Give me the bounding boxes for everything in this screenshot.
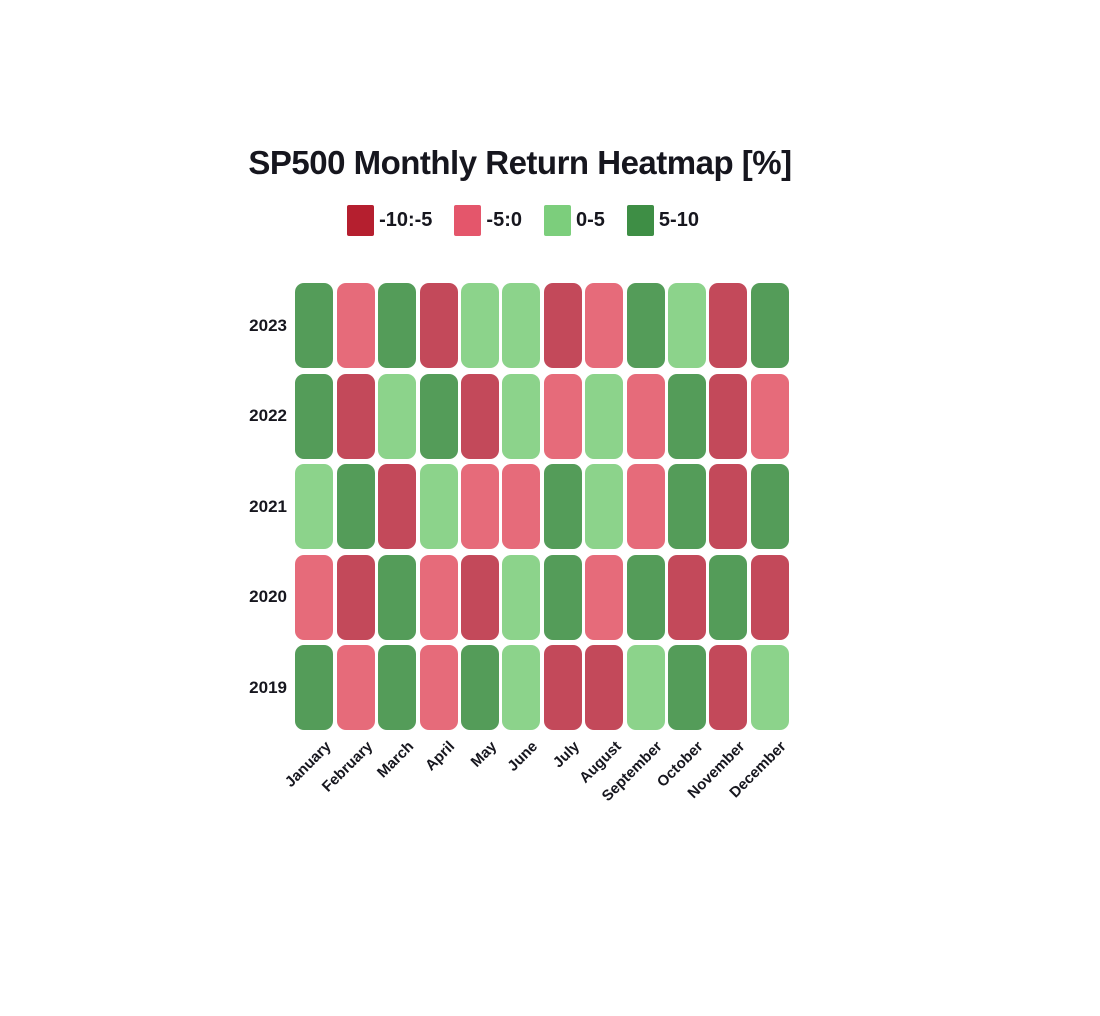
heatmap-cell <box>502 554 541 640</box>
x-axis-label: July <box>549 738 583 772</box>
legend-label: -5:0 <box>486 209 522 231</box>
heatmap-cell <box>419 283 458 368</box>
heatmap-cell <box>543 554 582 640</box>
legend: -10:-5 -5:0 0-5 5-10 <box>0 205 1046 236</box>
heatmap-cell <box>750 645 789 731</box>
heatmap-cell <box>667 554 706 640</box>
legend-item: -10:-5 <box>347 205 432 236</box>
heatmap-cell <box>585 373 624 459</box>
heatmap-cell <box>378 283 417 368</box>
heatmap-cell <box>585 645 624 731</box>
heatmap-cell <box>460 373 499 459</box>
heatmap-cell <box>378 373 417 459</box>
heatmap-cell <box>709 464 748 550</box>
heatmap-cell <box>336 283 375 368</box>
x-axis-label: April <box>422 738 459 775</box>
heatmap-cell <box>585 554 624 640</box>
heatmap-grid: 2023 2022 2021 2020 2019 <box>240 283 789 731</box>
heatmap-cell <box>295 373 334 459</box>
heatmap-cell <box>295 464 334 550</box>
legend-label: 5-10 <box>658 209 699 231</box>
heatmap-cell <box>336 373 375 459</box>
legend-swatch-icon <box>347 205 375 236</box>
y-axis-label: 2021 <box>249 496 287 516</box>
y-axis-label: 2019 <box>249 677 287 697</box>
legend-label: -10:-5 <box>379 209 433 231</box>
heatmap-cell <box>419 373 458 459</box>
heatmap-cell <box>626 554 665 640</box>
heatmap-cell <box>460 464 499 550</box>
heatmap-cell <box>709 645 748 731</box>
heatmap-cell <box>460 283 499 368</box>
heatmap-cell <box>336 645 375 731</box>
heatmap-cell <box>378 554 417 640</box>
heatmap-cell <box>419 554 458 640</box>
heatmap-cell <box>709 554 748 640</box>
heatmap-cell <box>295 554 334 640</box>
heatmap-cell <box>295 283 334 368</box>
heatmap-cell <box>626 645 665 731</box>
heatmap-cell <box>750 464 789 550</box>
heatmap-cell <box>543 464 582 550</box>
legend-item: 5-10 <box>626 205 699 236</box>
heatmap-cell <box>502 645 541 731</box>
legend-swatch-icon <box>544 205 571 236</box>
heatmap-cell <box>460 554 499 640</box>
heatmap-cell <box>419 645 458 731</box>
legend-item: -5:0 <box>454 205 522 236</box>
heatmap-cell <box>750 283 789 368</box>
heatmap-cell <box>585 283 624 368</box>
x-axis-label: May <box>467 738 501 771</box>
heatmap-cell <box>626 373 665 459</box>
heatmap-cell <box>543 645 582 731</box>
heatmap-cell <box>626 283 665 368</box>
heatmap-cell <box>336 464 375 550</box>
heatmap-cell <box>667 645 706 731</box>
legend-swatch-icon <box>454 205 482 236</box>
heatmap-cell <box>419 464 458 550</box>
y-axis-label: 2022 <box>249 406 287 426</box>
heatmap-cell <box>709 283 748 368</box>
heatmap-cell <box>502 283 541 368</box>
heatmap-cell <box>543 373 582 459</box>
heatmap-cell <box>667 464 706 550</box>
heatmap-cell <box>295 645 334 731</box>
heatmap-cell <box>460 645 499 731</box>
heatmap-cell <box>543 283 582 368</box>
heatmap-cell <box>378 645 417 731</box>
heatmap-cell <box>750 373 789 459</box>
heatmap-cell <box>750 554 789 640</box>
heatmap-cell <box>336 554 375 640</box>
heatmap-cell <box>502 373 541 459</box>
legend-label: 0-5 <box>576 209 605 231</box>
heatmap-cell <box>378 464 417 550</box>
heatmap-cell <box>667 373 706 459</box>
legend-item: 0-5 <box>544 205 605 236</box>
heatmap-cell <box>502 464 541 550</box>
heatmap-cell <box>626 464 665 550</box>
y-axis-label: 2020 <box>249 587 287 607</box>
x-axis-label: June <box>504 738 542 775</box>
heatmap-cell <box>709 373 748 459</box>
chart-title: SP500 Monthly Return Heatmap [%] <box>248 144 792 181</box>
legend-swatch-icon <box>626 205 654 236</box>
heatmap-cell <box>585 464 624 550</box>
x-axis-label: March <box>373 738 418 782</box>
y-axis-label: 2023 <box>249 315 287 335</box>
heatmap-cell <box>667 283 706 368</box>
